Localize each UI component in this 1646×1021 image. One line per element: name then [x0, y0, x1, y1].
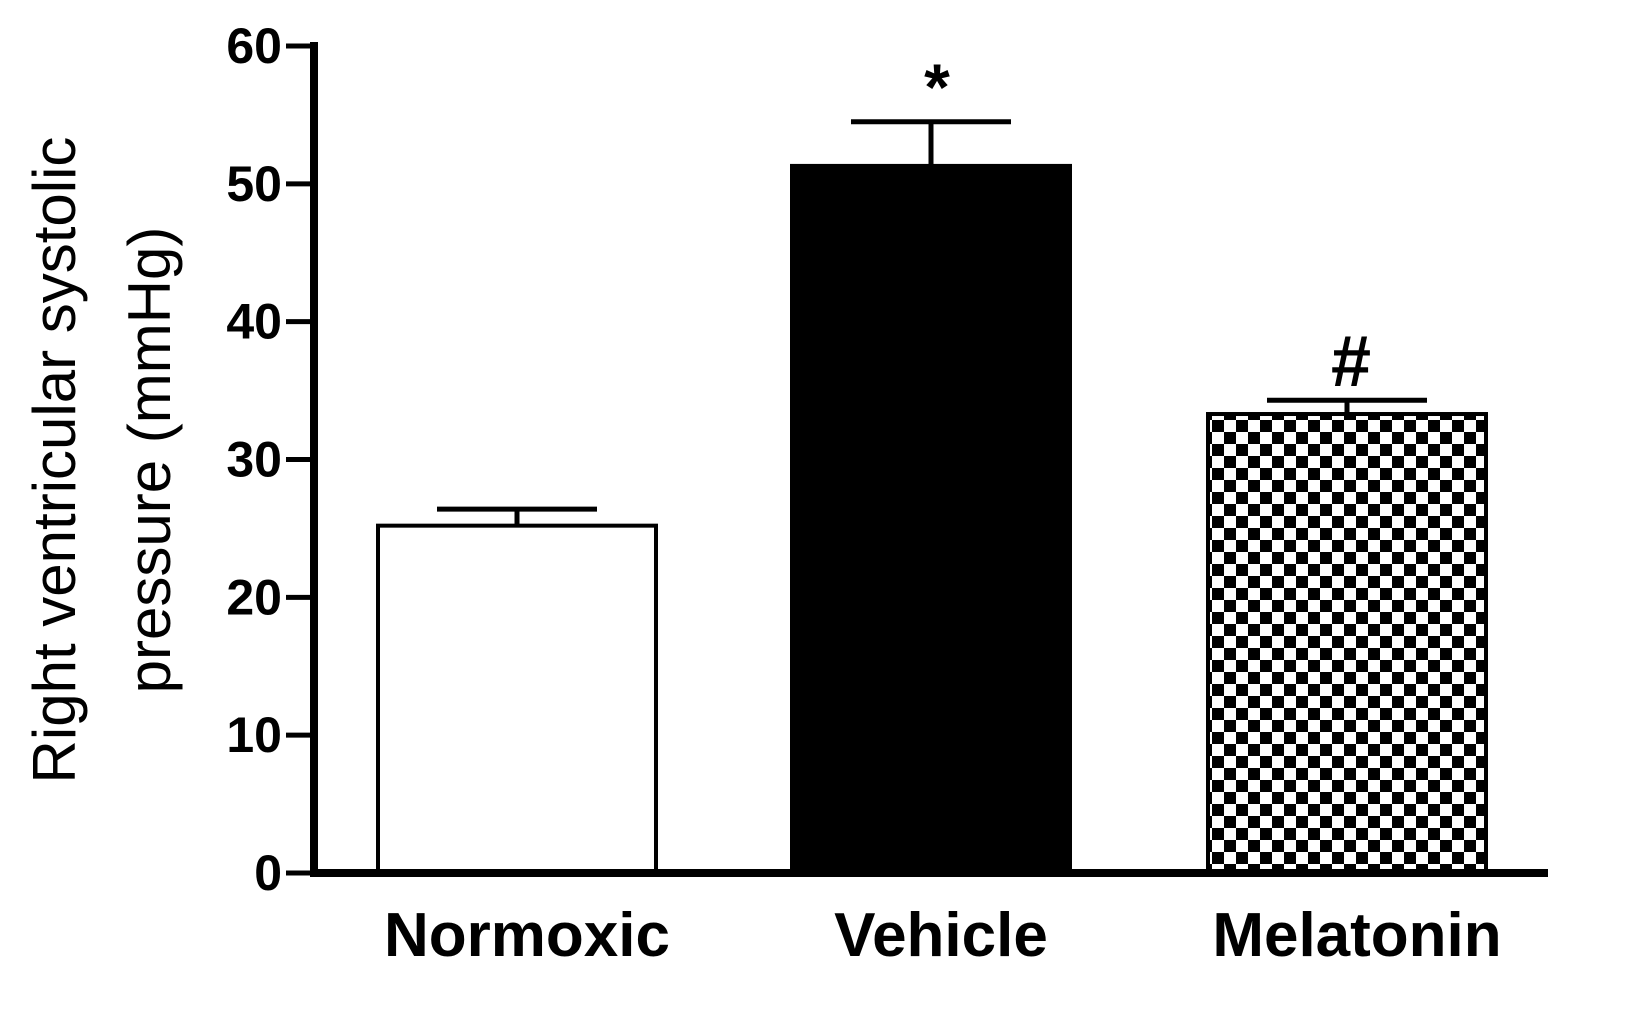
bars-layer	[376, 163, 1488, 876]
bar-normoxic	[376, 523, 658, 875]
significance-layer: *#	[924, 50, 1371, 402]
significance-marker: *	[924, 50, 950, 124]
y-tick-label: 20	[226, 569, 282, 625]
y-axis-title: Right ventricular systolic pressure (mmH…	[21, 137, 183, 784]
x-category-label: Melatonin	[1212, 901, 1501, 970]
y-tick-label: 50	[226, 156, 282, 212]
y-tick-label: 60	[226, 18, 282, 74]
y-axis-title-line-2: pressure (mmHg)	[116, 227, 183, 694]
x-category-label: Vehicle	[834, 901, 1048, 970]
y-tick-label: 30	[226, 432, 282, 488]
significance-marker: #	[1331, 322, 1371, 402]
y-axis-title-line-1: Right ventricular systolic	[21, 137, 88, 784]
error-bars-layer	[437, 119, 1427, 526]
bar-vehicle	[790, 163, 1072, 876]
y-tick-label: 0	[254, 845, 282, 901]
bar-melatonin	[1206, 412, 1488, 875]
y-ticks-layer: 0 10 20 30 40 50 60	[226, 18, 314, 901]
x-labels-layer: Normoxic Vehicle Melatonin	[384, 901, 1502, 970]
x-category-label: Normoxic	[384, 901, 670, 970]
y-tick-label: 10	[226, 707, 282, 763]
y-tick-label: 40	[226, 294, 282, 350]
